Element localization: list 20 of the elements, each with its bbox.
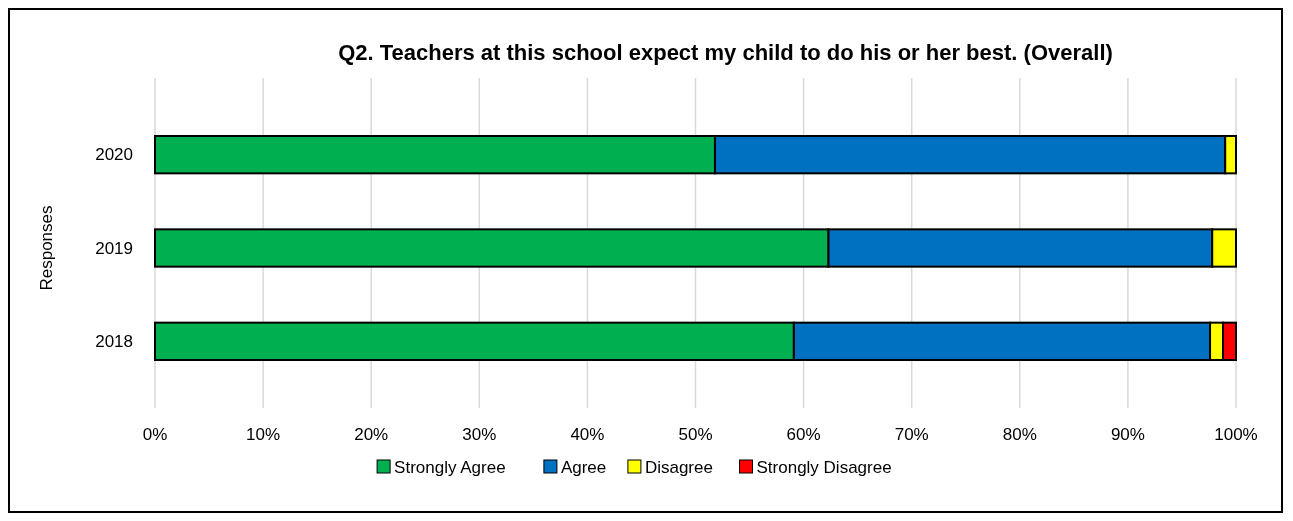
x-tick-label: 30% xyxy=(462,425,497,444)
legend-label: Strongly Agree xyxy=(394,457,506,477)
x-tick-label: 20% xyxy=(354,425,389,444)
y-tick-label: 2020 xyxy=(95,145,133,165)
x-tick-label: 60% xyxy=(786,425,821,444)
y-tick-label: 2019 xyxy=(95,238,133,258)
x-tick-label: 40% xyxy=(570,425,605,444)
x-tick-label: 0% xyxy=(142,425,168,444)
chart-title: Q2. Teachers at this school expect my child to do his or her best. (Overall) xyxy=(338,40,1113,65)
x-tick-label: 10% xyxy=(246,425,281,444)
x-tick-label: 50% xyxy=(678,425,713,444)
legend-label: Agree xyxy=(560,457,607,477)
y-tick-label: 2018 xyxy=(95,331,133,351)
x-tick-label: 90% xyxy=(1110,425,1145,444)
y-axis-title: Responses xyxy=(37,205,56,291)
x-tick-label: 100% xyxy=(1214,425,1258,444)
legend-label: Strongly Disagree xyxy=(756,457,892,477)
x-tick-label: 80% xyxy=(1002,425,1037,444)
legend-label: Disagree xyxy=(644,457,713,477)
x-tick-label: 70% xyxy=(894,425,929,444)
